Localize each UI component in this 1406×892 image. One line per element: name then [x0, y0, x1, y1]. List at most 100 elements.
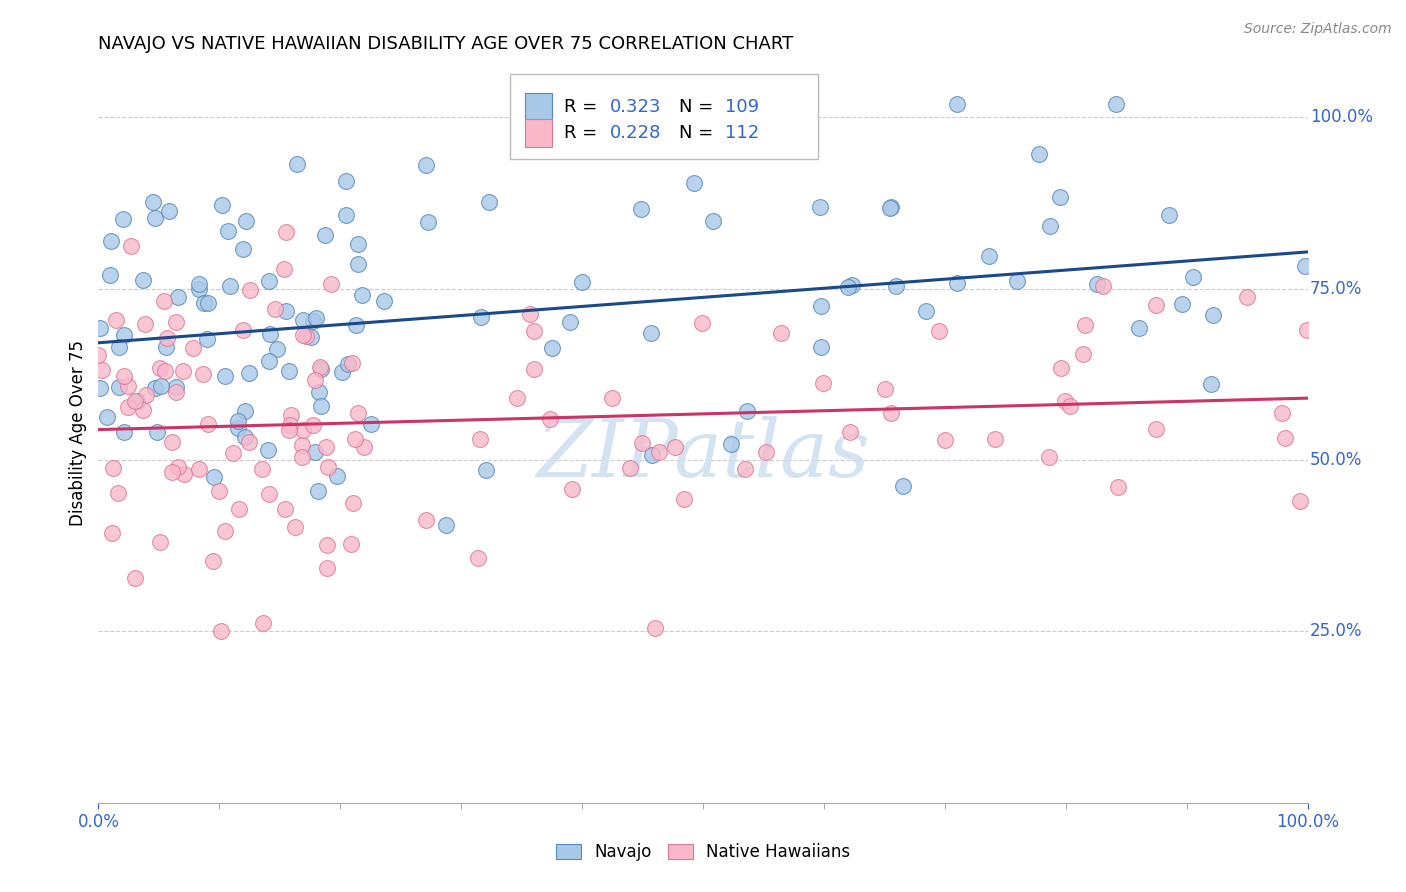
Point: [342, 496, 364, 510]
Point: [326, 469, 349, 483]
Text: R =: R =: [564, 124, 603, 142]
Point: [315, 440, 337, 454]
Point: [873, 382, 896, 396]
Point: [928, 324, 950, 338]
Point: [117, 400, 139, 414]
Text: 100.0%: 100.0%: [1310, 108, 1374, 127]
Point: [984, 433, 1007, 447]
Point: [273, 262, 295, 277]
Point: [108, 380, 131, 394]
Point: [1038, 450, 1060, 464]
Point: [648, 445, 671, 459]
Point: [232, 323, 254, 337]
Text: 112: 112: [724, 124, 759, 142]
Point: [156, 331, 179, 345]
Point: [214, 524, 236, 538]
Point: [187, 282, 209, 296]
Point: [1271, 406, 1294, 420]
Point: [344, 318, 367, 332]
Point: [209, 624, 232, 639]
Point: [702, 213, 724, 227]
Point: [250, 462, 273, 476]
Bar: [526, 120, 553, 147]
Point: [292, 327, 315, 342]
Point: [1128, 320, 1150, 334]
Point: [891, 479, 914, 493]
Point: [257, 274, 280, 288]
Point: [1071, 347, 1094, 361]
Point: [308, 360, 330, 375]
Point: [1144, 298, 1167, 312]
Point: [235, 214, 257, 228]
Point: [108, 340, 131, 354]
Point: [208, 483, 231, 498]
Point: [211, 198, 233, 212]
Point: [125, 393, 148, 408]
Text: R =: R =: [564, 98, 603, 116]
Point: [100, 234, 122, 248]
Point: [291, 438, 314, 452]
Point: [91, 362, 114, 376]
Point: [884, 278, 907, 293]
Point: [561, 482, 583, 496]
Point: [134, 317, 156, 331]
Point: [173, 467, 195, 482]
Point: [308, 384, 330, 399]
Point: [238, 366, 260, 380]
Point: [340, 356, 363, 370]
Legend: Navajo, Native Hawaiians: Navajo, Native Hawaiians: [555, 843, 851, 861]
Point: [112, 328, 135, 343]
Point: [187, 277, 209, 291]
Point: [285, 157, 308, 171]
Text: 0.323: 0.323: [610, 98, 661, 116]
Point: [193, 296, 215, 310]
Point: [304, 311, 326, 326]
Point: [117, 379, 139, 393]
Point: [172, 364, 194, 378]
Point: [257, 354, 280, 368]
Point: [810, 299, 832, 313]
Point: [181, 341, 204, 355]
Point: [641, 449, 664, 463]
Text: 0.228: 0.228: [610, 124, 661, 142]
Point: [165, 314, 187, 328]
Point: [350, 288, 373, 302]
Point: [302, 417, 325, 432]
Point: [1296, 323, 1319, 337]
Point: [335, 174, 357, 188]
Point: [523, 324, 546, 338]
Point: [98, 268, 121, 282]
Point: [124, 393, 146, 408]
Point: [226, 421, 249, 435]
Point: [735, 404, 758, 418]
Point: [600, 391, 623, 405]
Point: [155, 363, 177, 377]
Text: 109: 109: [724, 98, 759, 116]
Point: [343, 432, 366, 446]
Point: [619, 460, 641, 475]
Point: [837, 280, 859, 294]
Point: [277, 364, 299, 378]
Point: [304, 373, 326, 387]
Point: [1171, 297, 1194, 311]
Point: [418, 215, 440, 229]
Point: [291, 450, 314, 465]
Point: [467, 551, 489, 566]
Point: [474, 463, 496, 477]
Point: [96, 409, 118, 424]
Point: [233, 403, 256, 417]
Point: [755, 445, 778, 459]
Point: [934, 433, 956, 447]
Point: [149, 534, 172, 549]
Point: [631, 435, 654, 450]
Text: 50.0%: 50.0%: [1310, 451, 1362, 469]
Point: [314, 228, 336, 243]
Point: [148, 361, 170, 376]
Point: [157, 203, 180, 218]
Point: [1053, 393, 1076, 408]
Point: [143, 381, 166, 395]
Point: [945, 96, 967, 111]
Point: [89, 381, 111, 395]
Point: [167, 460, 190, 475]
Point: [360, 417, 382, 431]
